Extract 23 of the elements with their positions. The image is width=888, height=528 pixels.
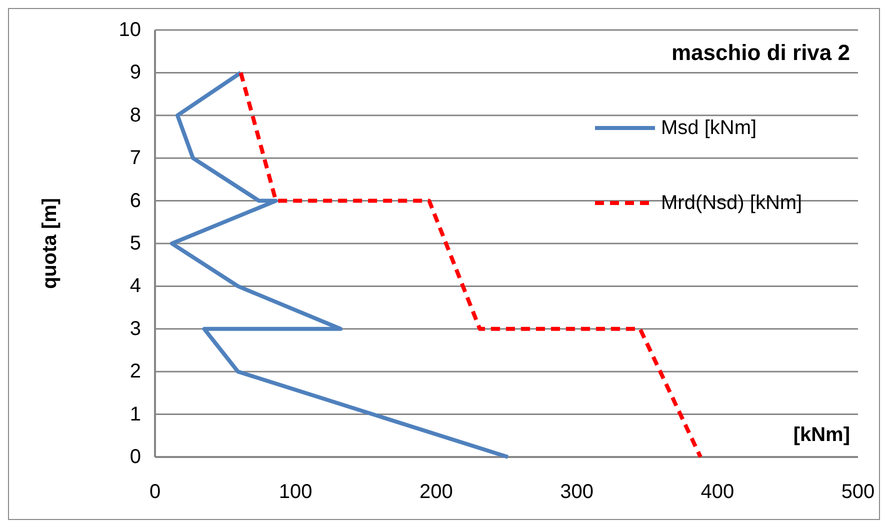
y-tick-label: 0 [130,446,141,468]
y-tick-label: 8 [130,104,141,126]
text: maschio di riva 2 [671,40,850,65]
y-tick-label: 1 [130,403,141,426]
x-axis-title: [kNm] [793,424,850,446]
y-tick-label: 7 [130,147,141,170]
y-tick-label: 4 [130,275,141,298]
legend-label: Mrd(Nsd) [kNm] [661,192,802,214]
y-tick-label: 3 [130,318,141,340]
y-tick-label: 6 [130,190,141,212]
y-tick-label: 5 [130,232,141,254]
y-axis-title: quota [m] [39,198,61,290]
line-series [170,70,510,459]
y-tick-label: 2 [130,360,141,383]
x-tick-label: 400 [700,481,734,503]
legend-label: Msd [kNm] [661,117,757,139]
y-tick-label: 9 [130,62,141,84]
x-tick-label: 200 [420,481,453,503]
x-tick-label: 300 [560,481,594,503]
x-tick-label: 100 [278,481,312,503]
x-tick-label: 500 [841,481,875,503]
y-tick-label: 10 [118,19,141,41]
x-tick-label: 0 [149,481,161,503]
